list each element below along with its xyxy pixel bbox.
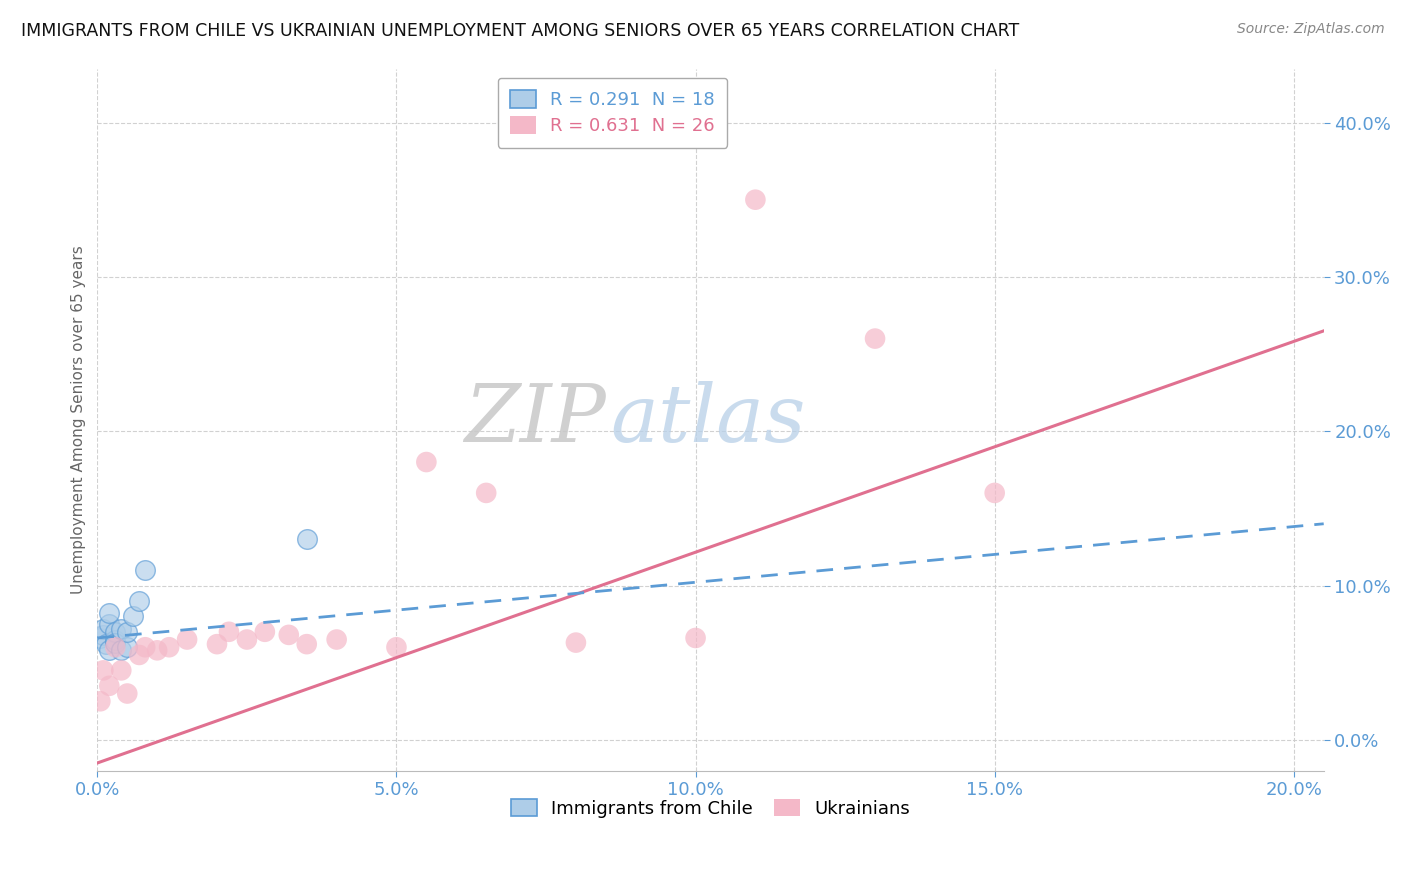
Point xyxy=(117,624,139,639)
Point xyxy=(475,486,498,500)
Point xyxy=(98,679,121,693)
Text: IMMIGRANTS FROM CHILE VS UKRAINIAN UNEMPLOYMENT AMONG SENIORS OVER 65 YEARS CORR: IMMIGRANTS FROM CHILE VS UKRAINIAN UNEMP… xyxy=(21,22,1019,40)
Point xyxy=(98,607,121,621)
Point xyxy=(685,631,707,645)
Point xyxy=(128,594,150,608)
Point xyxy=(89,631,111,645)
Point xyxy=(104,635,127,649)
Point xyxy=(91,628,114,642)
Point xyxy=(415,455,437,469)
Point xyxy=(205,637,228,651)
Point xyxy=(863,332,886,346)
Point xyxy=(117,687,139,701)
Point xyxy=(91,664,114,678)
Point xyxy=(104,624,127,639)
Point xyxy=(236,632,259,647)
Point xyxy=(146,643,169,657)
Point xyxy=(122,609,145,624)
Point xyxy=(89,694,111,708)
Text: ZIP: ZIP xyxy=(464,381,606,458)
Point xyxy=(983,486,1005,500)
Point xyxy=(104,632,127,647)
Point xyxy=(744,193,766,207)
Point xyxy=(218,624,240,639)
Point xyxy=(91,622,114,636)
Text: atlas: atlas xyxy=(610,381,806,458)
Point xyxy=(277,628,299,642)
Point xyxy=(110,643,132,657)
Point xyxy=(110,622,132,636)
Point xyxy=(98,617,121,632)
Point xyxy=(96,637,118,651)
Point xyxy=(98,643,121,657)
Point xyxy=(128,648,150,662)
Point xyxy=(325,632,347,647)
Point xyxy=(157,640,180,655)
Point xyxy=(117,640,139,655)
Point xyxy=(134,563,156,577)
Point xyxy=(104,640,127,655)
Point xyxy=(295,532,318,546)
Point xyxy=(134,640,156,655)
Point xyxy=(253,624,276,639)
Point xyxy=(565,635,588,649)
Point xyxy=(176,632,198,647)
Point xyxy=(110,664,132,678)
Point xyxy=(295,637,318,651)
Text: Source: ZipAtlas.com: Source: ZipAtlas.com xyxy=(1237,22,1385,37)
Y-axis label: Unemployment Among Seniors over 65 years: Unemployment Among Seniors over 65 years xyxy=(72,245,86,594)
Point xyxy=(385,640,408,655)
Legend: Immigrants from Chile, Ukrainians: Immigrants from Chile, Ukrainians xyxy=(503,791,917,825)
